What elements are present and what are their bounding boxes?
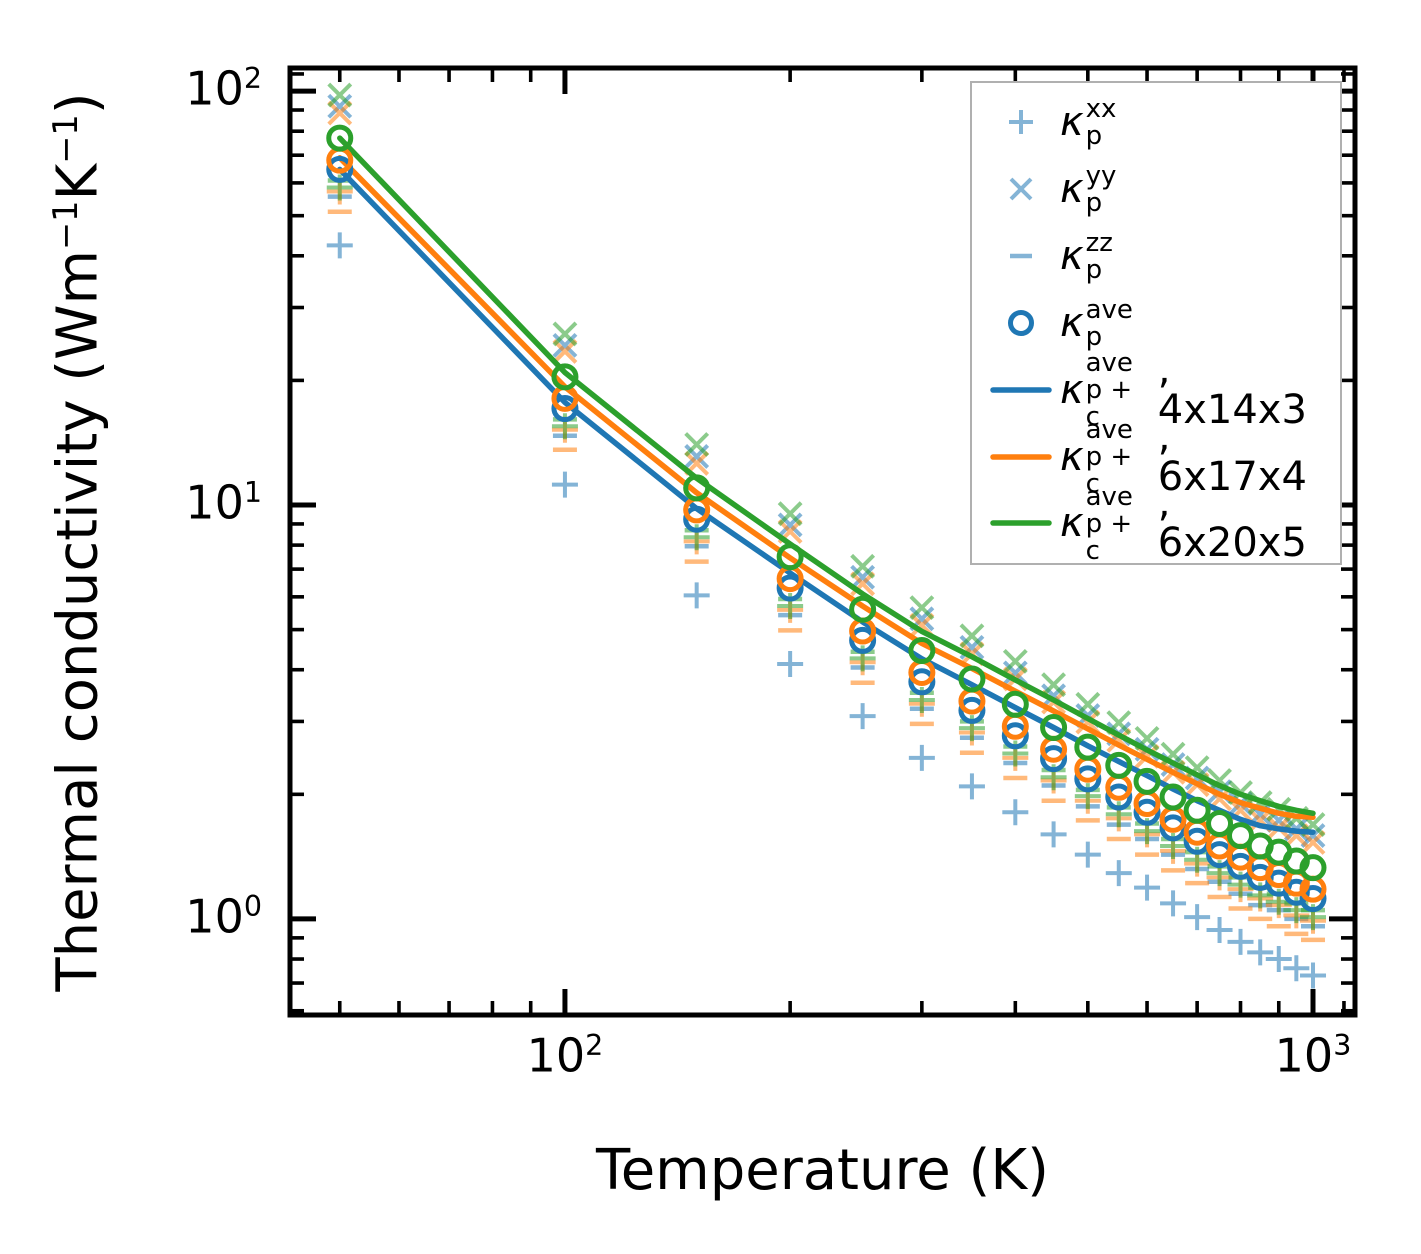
line-legend-marker-icon bbox=[990, 387, 1052, 393]
series-kp-zz-6x17x4 bbox=[327, 209, 1325, 943]
x-tick-label: 102 bbox=[526, 1028, 604, 1083]
legend-entry: κ ave p + c, 6x20x5 bbox=[982, 483, 1330, 565]
circle-legend-marker-icon bbox=[1008, 309, 1034, 336]
legend-entry: κ yy p bbox=[982, 156, 1330, 222]
legend-label: κ ave p bbox=[1060, 294, 1133, 352]
dash-legend-marker-icon bbox=[1010, 253, 1032, 259]
line-legend-marker-icon bbox=[990, 453, 1052, 460]
legend-marker bbox=[982, 234, 1060, 278]
legend-entry: κ xx p bbox=[982, 89, 1330, 155]
legend-entry: κ ave p bbox=[982, 290, 1330, 356]
series-kpc-ave-6x17x4-line bbox=[337, 155, 1316, 821]
x-tick-label: 103 bbox=[1274, 1028, 1352, 1083]
x-legend-marker-icon bbox=[1009, 177, 1033, 201]
legend-marker bbox=[982, 167, 1060, 211]
y-tick-label: 102 bbox=[185, 61, 262, 116]
legend-label: κ ave p + c, 6x17x4 bbox=[1060, 413, 1307, 500]
legend-entry: κ ave p + c, 6x17x4 bbox=[982, 416, 1330, 498]
series-kp-ave-6x20x5 bbox=[326, 124, 1327, 882]
legend-marker bbox=[982, 368, 1060, 412]
legend-label: κ zz p bbox=[1060, 227, 1113, 286]
y-tick-label: 101 bbox=[185, 475, 262, 530]
legend: κ xx p κ yy p κ zz p κ ave p κ ave p + c, 4x14x3 κ ave p … bbox=[970, 81, 1342, 565]
legend-marker bbox=[982, 301, 1060, 345]
legend-marker bbox=[982, 501, 1060, 545]
legend-label: κ yy p bbox=[1060, 160, 1117, 219]
legend-label: κ ave p + c, 4x14x3 bbox=[1060, 346, 1307, 433]
y-axis-label: Thermal conductivity (Wm−1K−1) bbox=[45, 91, 111, 992]
legend-marker bbox=[982, 100, 1060, 144]
legend-label: κ ave p + c, 6x20x5 bbox=[1060, 480, 1307, 567]
legend-entry: κ zz p bbox=[982, 223, 1330, 289]
line-legend-marker-icon bbox=[990, 520, 1052, 527]
legend-marker bbox=[982, 435, 1060, 479]
plus-legend-marker-icon bbox=[1009, 110, 1033, 135]
series-kp-xx-4x14x3 bbox=[326, 232, 1326, 989]
legend-label: κ xx p bbox=[1060, 94, 1117, 152]
plot-spines bbox=[287, 65, 1358, 1018]
y-tick-label: 100 bbox=[185, 889, 262, 944]
legend-entry: κ ave p + c, 4x14x3 bbox=[982, 349, 1330, 431]
x-axis-label: Temperature (K) bbox=[596, 1138, 1049, 1203]
